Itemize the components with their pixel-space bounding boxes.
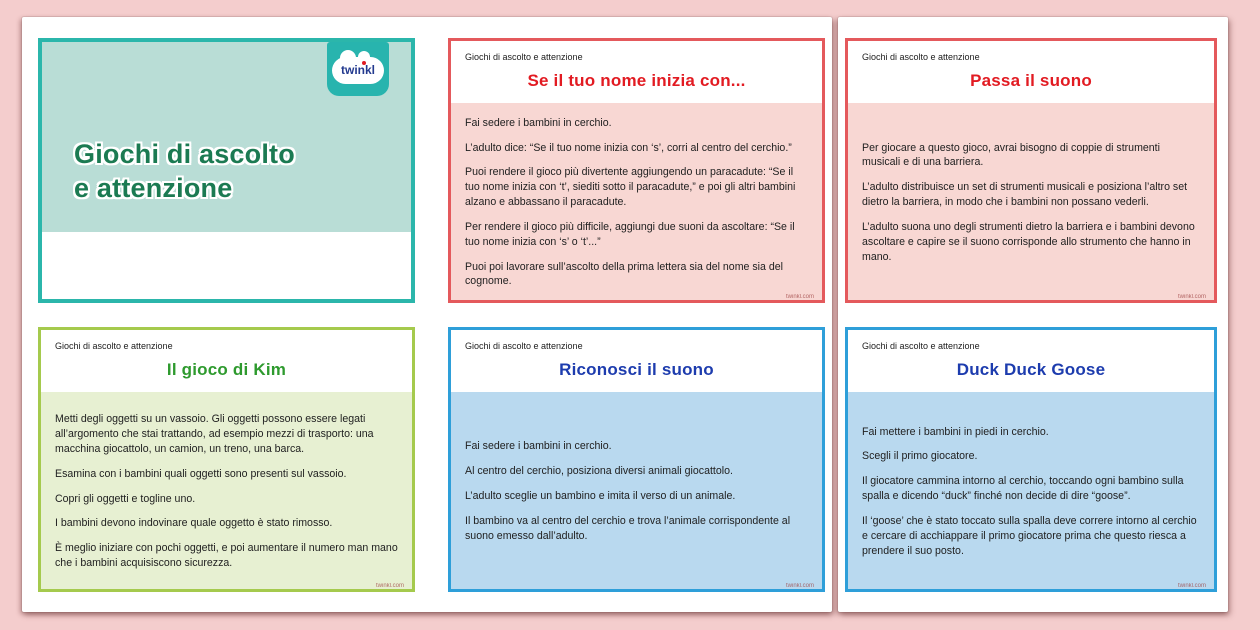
card-body: Fai sedere i bambini in cerchio. Al cent… xyxy=(451,392,822,589)
series-label: Giochi di ascolto e attenzione xyxy=(465,52,583,62)
instruction: È meglio iniziare con pochi oggetti, e p… xyxy=(55,542,398,569)
game-card-passa-il-suono: Giochi di ascolto e attenzione Passa il … xyxy=(845,38,1217,303)
card-title: Se il tuo nome inizia con... xyxy=(527,71,746,90)
series-label: Giochi di ascolto e attenzione xyxy=(862,341,980,351)
instruction: L’adulto sceglie un bambino e imita il v… xyxy=(465,490,736,503)
card-header: Giochi di ascolto e attenzione Riconosci… xyxy=(451,330,822,392)
cover-fill: Giochi di ascolto e attenzione twinkl xyxy=(42,42,411,232)
watermark: twinkl.com xyxy=(1177,583,1206,589)
instruction: L’adulto suona uno degli strumenti dietr… xyxy=(862,220,1195,263)
series-label: Giochi di ascolto e attenzione xyxy=(862,52,980,62)
card-header: Giochi di ascolto e attenzione Duck Duck… xyxy=(848,330,1214,392)
instruction: L’adulto dice: “Se il tuo nome inizia co… xyxy=(465,141,792,154)
series-label: Giochi di ascolto e attenzione xyxy=(465,341,583,351)
card-body: Per giocare a questo gioco, avrai bisogn… xyxy=(848,103,1214,300)
twinkl-logo: twinkl xyxy=(327,42,389,96)
page-left: Giochi di ascolto e attenzione twinkl Gi… xyxy=(22,17,832,612)
instruction: Esamina con i bambini quali oggetti sono… xyxy=(55,467,347,480)
instruction: I bambini devono indovinare quale oggett… xyxy=(55,517,333,530)
instruction: Il bambino va al centro del cerchio e tr… xyxy=(465,514,791,542)
game-card-duck-duck-goose: Giochi di ascolto e attenzione Duck Duck… xyxy=(845,327,1217,592)
twinkl-logo-text: twinkl xyxy=(340,63,375,77)
instruction: Fai sedere i bambini in cerchio. xyxy=(465,440,612,453)
instruction: Metti degli oggetti su un vassoio. Gli o… xyxy=(55,413,374,455)
card-title: Riconosci il suono xyxy=(559,360,714,379)
card-header: Giochi di ascolto e attenzione Passa il … xyxy=(848,41,1214,103)
card-title: Duck Duck Goose xyxy=(956,360,1106,379)
card-body: Fai sedere i bambini in cerchio. L’adult… xyxy=(451,103,822,300)
instruction: Il giocatore cammina intorno al cerchio,… xyxy=(862,475,1184,503)
resource-title-line2: e attenzione xyxy=(74,173,233,204)
instruction: Per giocare a questo gioco, avrai bisogn… xyxy=(862,141,1160,169)
watermark: twinkl.com xyxy=(1177,294,1206,300)
card-body: Metti degli oggetti su un vassoio. Gli o… xyxy=(41,392,412,589)
instruction: L’adulto distribuisce un set di strument… xyxy=(862,181,1188,209)
card-header: Giochi di ascolto e attenzione Il gioco … xyxy=(41,330,412,392)
resource-title: Giochi di ascolto e attenzione xyxy=(74,137,295,206)
instruction: Al centro del cerchio, posiziona diversi… xyxy=(465,465,733,478)
card-title: Passa il suono xyxy=(970,71,1092,90)
card-title: Il gioco di Kim xyxy=(166,360,287,379)
instruction: Scegli il primo giocatore. xyxy=(862,450,978,463)
cloud-icon: twinkl xyxy=(332,49,384,84)
page-right: Giochi di ascolto e attenzione Passa il … xyxy=(838,17,1228,612)
watermark: twinkl.com xyxy=(785,294,814,300)
instruction: Fai mettere i bambini in piedi in cerchi… xyxy=(862,425,1049,438)
cover-card: Giochi di ascolto e attenzione twinkl xyxy=(38,38,415,303)
card-body: Fai mettere i bambini in piedi in cerchi… xyxy=(848,392,1214,589)
watermark: twinkl.com xyxy=(785,583,814,589)
watermark: twinkl.com xyxy=(375,583,404,589)
resource-title-line1: Giochi di ascolto xyxy=(74,138,295,169)
instruction: Puoi rendere il gioco più divertente agg… xyxy=(465,166,796,209)
game-card-riconosci-il-suono: Giochi di ascolto e attenzione Riconosci… xyxy=(448,327,825,592)
logo-red-dot-icon xyxy=(362,60,366,65)
instruction: Puoi poi lavorare sull’ascolto della pri… xyxy=(465,260,783,288)
card-header: Giochi di ascolto e attenzione Se il tuo… xyxy=(451,41,822,103)
instruction: Copri gli oggetti e togline uno. xyxy=(55,492,196,505)
instruction: Per rendere il gioco più difficile, aggi… xyxy=(465,220,795,248)
game-card-se-il-tuo-nome: Giochi di ascolto e attenzione Se il tuo… xyxy=(448,38,825,303)
game-card-il-gioco-di-kim: Giochi di ascolto e attenzione Il gioco … xyxy=(38,327,415,592)
instruction: Il ‘goose’ che è stato toccato sulla spa… xyxy=(862,514,1197,557)
series-label: Giochi di ascolto e attenzione xyxy=(55,341,173,351)
instruction: Fai sedere i bambini in cerchio. xyxy=(465,116,612,129)
